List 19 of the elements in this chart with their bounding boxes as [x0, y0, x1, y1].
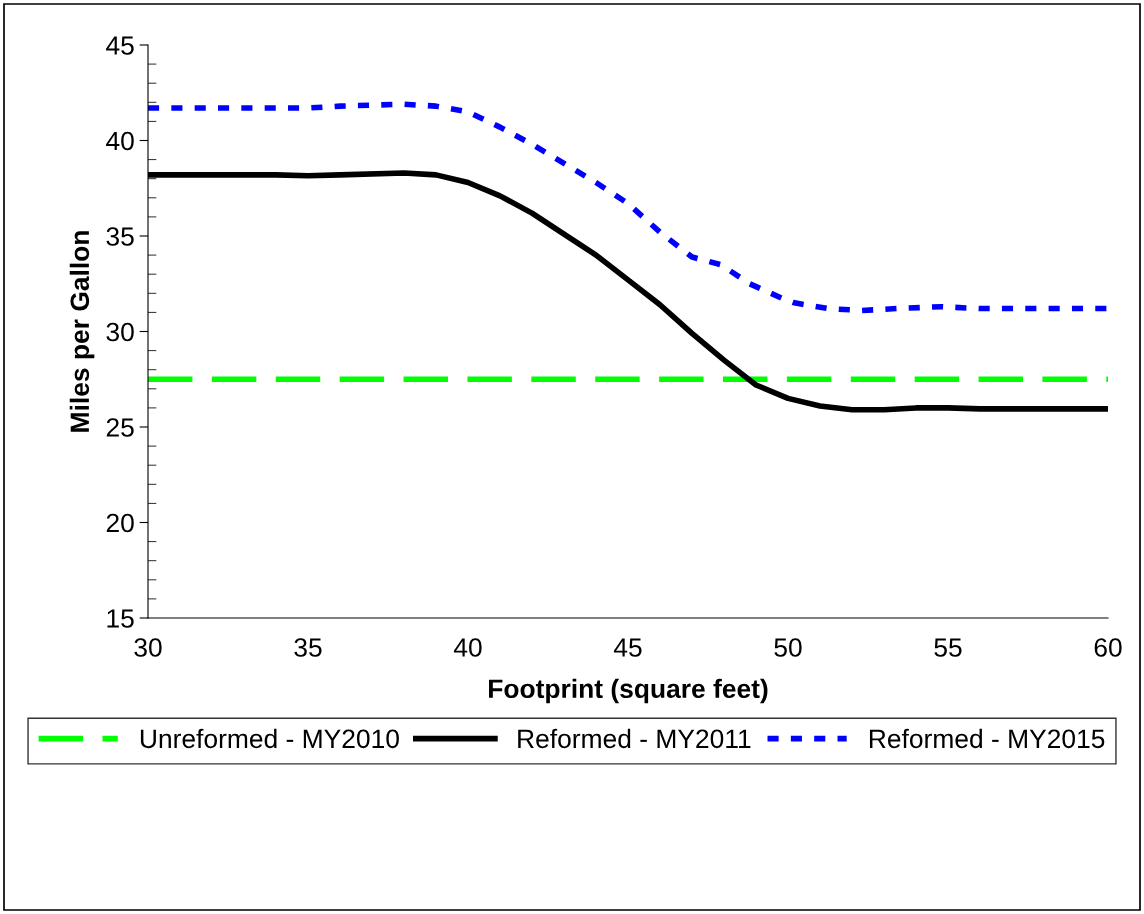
x-tick-label: 55 — [934, 638, 962, 657]
y-tick-label: 25 — [106, 418, 134, 437]
legend-label: Reformed - MY2015 — [869, 728, 1105, 749]
y-tick-label: 40 — [106, 131, 134, 151]
x-tick-label: 50 — [774, 638, 802, 657]
y-tick-label: 20 — [106, 513, 134, 533]
y-tick-label: 35 — [106, 227, 134, 246]
x-tick-label: 30 — [134, 638, 162, 657]
legend-label: Unreformed - MY2010 — [140, 728, 399, 749]
x-tick-label: 40 — [453, 638, 482, 657]
x-tick-label: 45 — [613, 638, 642, 657]
y-tick-label: 30 — [106, 322, 134, 342]
y-tick-label: 15 — [107, 609, 134, 628]
x-tick-label: 35 — [294, 638, 322, 657]
legend-label: Reformed - MY2011 — [518, 728, 751, 749]
x-axis-title: Footprint (square feet) — [489, 678, 768, 704]
y-tick-label: 45 — [106, 36, 134, 55]
y-axis-title: Miles per Gallon — [69, 231, 95, 432]
x-tick-label: 60 — [1094, 638, 1122, 657]
